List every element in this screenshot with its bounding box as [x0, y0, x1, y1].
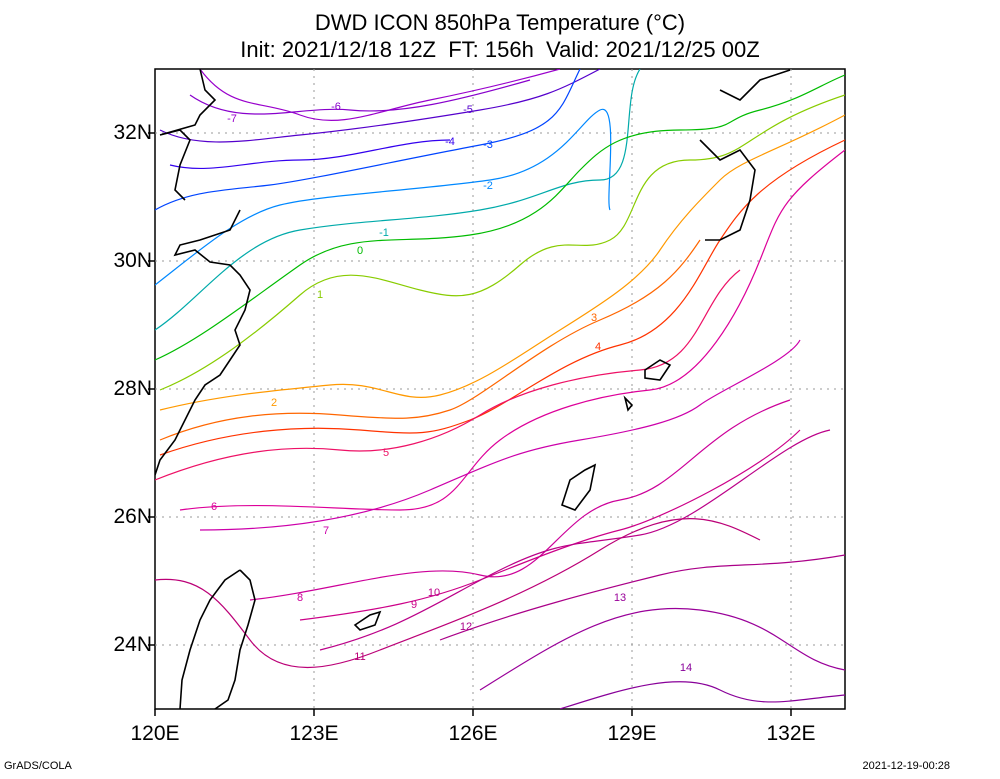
contour-label: 0	[357, 245, 363, 257]
contour-label: 12	[460, 621, 472, 633]
contour-label: 6	[211, 501, 217, 513]
gridlines	[155, 69, 845, 709]
contour-minus6	[189, 79, 531, 115]
contour-plus6	[179, 149, 845, 511]
contour-label: 8	[297, 592, 303, 604]
contour-label: -7	[227, 113, 237, 125]
y-tick-label-24n: 24N	[113, 633, 152, 656]
footer-credit: GrADS/COLA	[4, 760, 72, 772]
contour-plus14	[559, 681, 845, 709]
contour-zero	[155, 74, 845, 361]
coast-kyushu	[699, 69, 791, 241]
contour-label: -3	[483, 139, 493, 151]
coast-okinawa	[561, 463, 597, 511]
x-tick-label-120e: 120E	[130, 722, 180, 745]
coast-china	[155, 69, 251, 476]
contour-plus13	[479, 607, 845, 691]
contour-plus8	[249, 399, 791, 601]
contour-label: 3	[591, 312, 597, 324]
y-tick-label-32n: 32N	[113, 121, 152, 144]
contour-plus7	[199, 339, 801, 531]
contour-label: -1	[379, 227, 389, 239]
contour-label: 7	[323, 525, 329, 537]
contour-plus10	[319, 429, 831, 651]
y-tick-label-26n: 26N	[113, 505, 152, 528]
contour-label: 13	[614, 592, 626, 604]
contour-minus1	[155, 69, 641, 331]
contour-plus3	[159, 239, 701, 441]
coast-miyako	[353, 610, 382, 631]
contour-label: 9	[411, 599, 417, 611]
contour-label: -5	[463, 104, 473, 116]
contour-label: -2	[483, 180, 493, 192]
x-tick-label-123e: 123E	[289, 722, 339, 745]
contour-label: 2	[271, 397, 277, 409]
y-tick-label-30n: 30N	[113, 249, 152, 272]
contour-plus1	[159, 94, 845, 391]
contour-plus9	[299, 429, 801, 621]
contour-minus3	[155, 69, 581, 211]
contour-minus5	[159, 69, 601, 143]
contour-minus4	[169, 139, 451, 170]
contour-label-group: -7 -6 -5 -4 -3 -2 -1 0 1 2 3 4 5 6 7 8 9…	[211, 101, 692, 674]
contour-label: 14	[680, 662, 692, 674]
contour-minus7	[199, 69, 561, 121]
coast-tokara	[623, 395, 634, 412]
contour-label: -4	[445, 136, 455, 148]
contour-label: -6	[331, 101, 341, 113]
y-tick-label-28n: 28N	[113, 377, 152, 400]
contour-label: 5	[383, 447, 389, 459]
tick-marks	[148, 132, 792, 716]
contour-plus4	[159, 139, 845, 456]
x-tick-label-126e: 126E	[448, 722, 498, 745]
footer-timestamp: 2021-12-19-00:28	[862, 760, 950, 772]
contour-label: 11	[354, 651, 365, 663]
map-subtitle: Init: 2021/12/18 12Z FT: 156h Valid: 202…	[240, 37, 760, 62]
contour-label: 4	[595, 341, 601, 353]
contour-plus11	[155, 518, 761, 668]
map-title: DWD ICON 850hPa Temperature (°C)	[314, 10, 686, 35]
contour-plus5	[155, 269, 741, 481]
contour-label: 10	[428, 587, 440, 599]
coastlines	[155, 69, 791, 709]
coast-amami	[644, 359, 672, 381]
contour-minus2	[155, 109, 612, 286]
coast-taiwan	[179, 569, 256, 709]
x-tick-label-129e: 129E	[607, 722, 657, 745]
contour-plus2	[159, 114, 845, 411]
contour-label: 1	[317, 289, 323, 301]
contour-plus12	[439, 554, 845, 641]
x-tick-label-132e: 132E	[766, 722, 816, 745]
